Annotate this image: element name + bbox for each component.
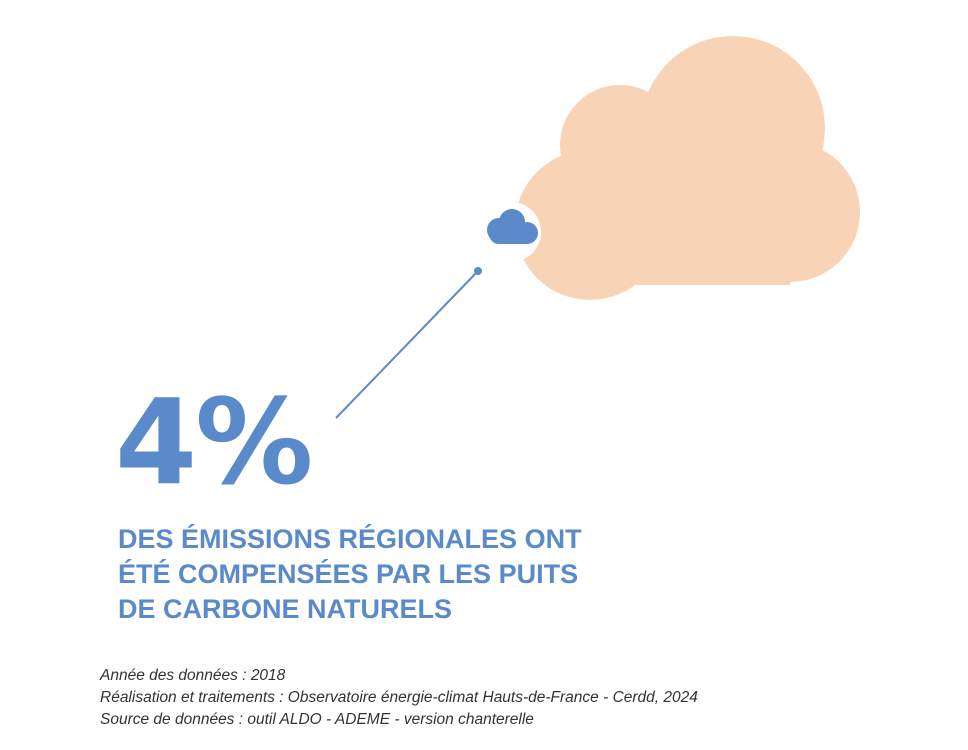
leader-dot: [474, 267, 482, 275]
source-notes: Année des données : 2018 Réalisation et …: [100, 665, 698, 731]
description-line-1: DES ÉMISSIONS RÉGIONALES ONT: [118, 524, 582, 554]
carbon-sink-cloud-icon: [487, 209, 538, 244]
data-year-note: Année des données : 2018: [100, 667, 286, 684]
description-line-2: ÉTÉ COMPENSÉES PAR LES PUITS: [118, 559, 579, 589]
emissions-cloud-icon: [515, 36, 860, 300]
leader-line: [335, 270, 479, 419]
share-description: DES ÉMISSIONS RÉGIONALES ONT ÉTÉ COMPENS…: [118, 522, 678, 627]
production-note: Réalisation et traitements : Observatoir…: [100, 689, 698, 706]
description-line-3: DE CARBONE NATURELS: [118, 594, 453, 624]
share-value: 4%: [115, 373, 313, 511]
data-source-note: Source de données : outil ALDO - ADEME -…: [100, 711, 534, 728]
